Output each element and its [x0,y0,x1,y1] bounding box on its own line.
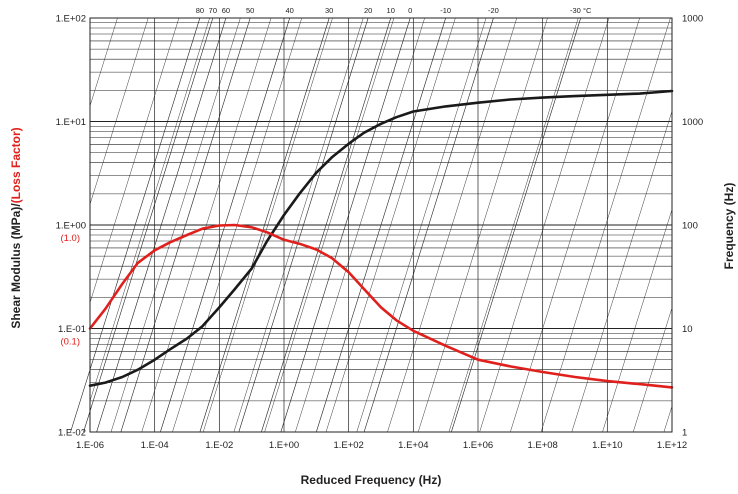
y2-tick-labels: 1 10 100 1000 1000 [682,14,703,439]
temperature-line-minor [89,17,149,205]
y-sub-tick-label: (0.1) [60,337,80,348]
temperature-label: 40 [286,6,294,15]
plot-frame [89,17,673,433]
temperature-line [238,17,369,433]
temperature-label: 20 [364,6,372,15]
temperature-line-minor [325,17,456,433]
temperature-line-minor [89,17,180,303]
y-sub-tick-label: (1.0) [60,233,80,244]
y-tick-label: 1.E-01 [58,324,86,335]
temperature-line-minor [510,17,640,433]
temperature-line-minor [295,17,425,433]
temperature-line [280,17,411,433]
x-tick-label: 1.E+06 [463,440,493,451]
temperature-line-minor [202,17,333,433]
y2-tick-label: 1 [682,428,687,439]
temperature-line-minor [540,17,671,433]
temperature-label: 10 [387,6,395,15]
y-axis-title: Shear Modulus (MPa)/(Loss Factor) [9,127,23,328]
temperature-line [261,17,392,433]
temperature-line-minor [387,17,518,433]
temperature-line-minor [571,111,673,433]
temperature-line-minor [110,17,241,433]
x-tick-label: 1.E+12 [657,440,687,451]
temperature-line [199,17,330,433]
temperature-line-minor [448,17,579,433]
x-tick-label: 1.E-06 [76,440,104,451]
y-axis-title-modulus: Shear Modulus (MPa)/ [9,203,23,329]
temperature-label: -20 [488,6,499,15]
temperature-labels: 80 70 60 50 40 30 20 10 0 -10 -20 -30 °C [196,6,592,15]
temperature-line-minor [602,209,673,433]
y-axis-title-loss: (Loss Factor) [9,127,23,203]
x-tick-label: 1.E+02 [333,440,363,451]
x-tick-label: 1.E-04 [141,440,169,451]
temperature-line-minor [89,17,118,107]
temperature-label: 60 [222,6,230,15]
temperature-label: 80 [196,6,204,15]
temperature-line-minor [632,307,673,433]
temperature-line [83,17,214,433]
y-tick-labels: 1.E-02 1.E-01 1.E+00 1.E+01 1.E+02 (0.1) (1.0) [56,14,86,439]
y-tick-label: 1.E+02 [56,14,86,25]
x-tick-label: 1.E+10 [592,440,622,451]
y-tick-label: 1.E-02 [58,428,86,439]
temperature-label: 0 [408,6,412,15]
x-axis-title: Reduced Frequency (Hz) [301,473,442,487]
temperature-line-minor [264,17,395,433]
y2-tick-label: 1000 [682,117,703,128]
temperature-line-minor [356,17,487,433]
temperature-line-minor [479,17,610,433]
temperature-label: 50 [246,6,254,15]
y-tick-label: 1.E+00 [56,221,86,232]
temperature-line-minor [417,17,548,433]
temperature-line [70,17,201,433]
temperature-label: -30 °C [570,6,592,15]
temperature-label: -10 [440,6,451,15]
temperature-line [451,17,581,433]
temperature-label: 70 [209,6,217,15]
temperature-line [363,17,494,433]
x-tick-label: 1.E+08 [527,440,557,451]
x-tick-label: 1.E+00 [269,440,299,451]
temperature-line-minor [89,17,210,402]
series-lines [88,89,674,389]
temperature-line-minor [141,17,272,433]
temperature-label: 30 [325,6,333,15]
y2-tick-label: 10 [682,324,693,335]
loss-factor-line [88,223,674,389]
x-tick-labels: 1.E-06 1.E-04 1.E-02 1.E+00 1.E+02 1.E+04 1.E+… [76,440,687,451]
y2-tick-label: 1000 [682,14,703,25]
y2-tick-label: 100 [682,221,698,232]
y2-axis-title: Frequency (Hz) [722,183,736,270]
temperature-line [96,17,227,433]
x-tick-label: 1.E-02 [205,440,233,451]
temperature-line-minor [663,406,673,433]
y-tick-label: 1.E+01 [56,117,86,128]
temperature-line [316,17,446,433]
temperature-line-minor [233,17,364,433]
shear-modulus-line [88,89,674,387]
temperature-line [120,17,251,433]
x-tick-label: 1.E+04 [398,440,428,451]
